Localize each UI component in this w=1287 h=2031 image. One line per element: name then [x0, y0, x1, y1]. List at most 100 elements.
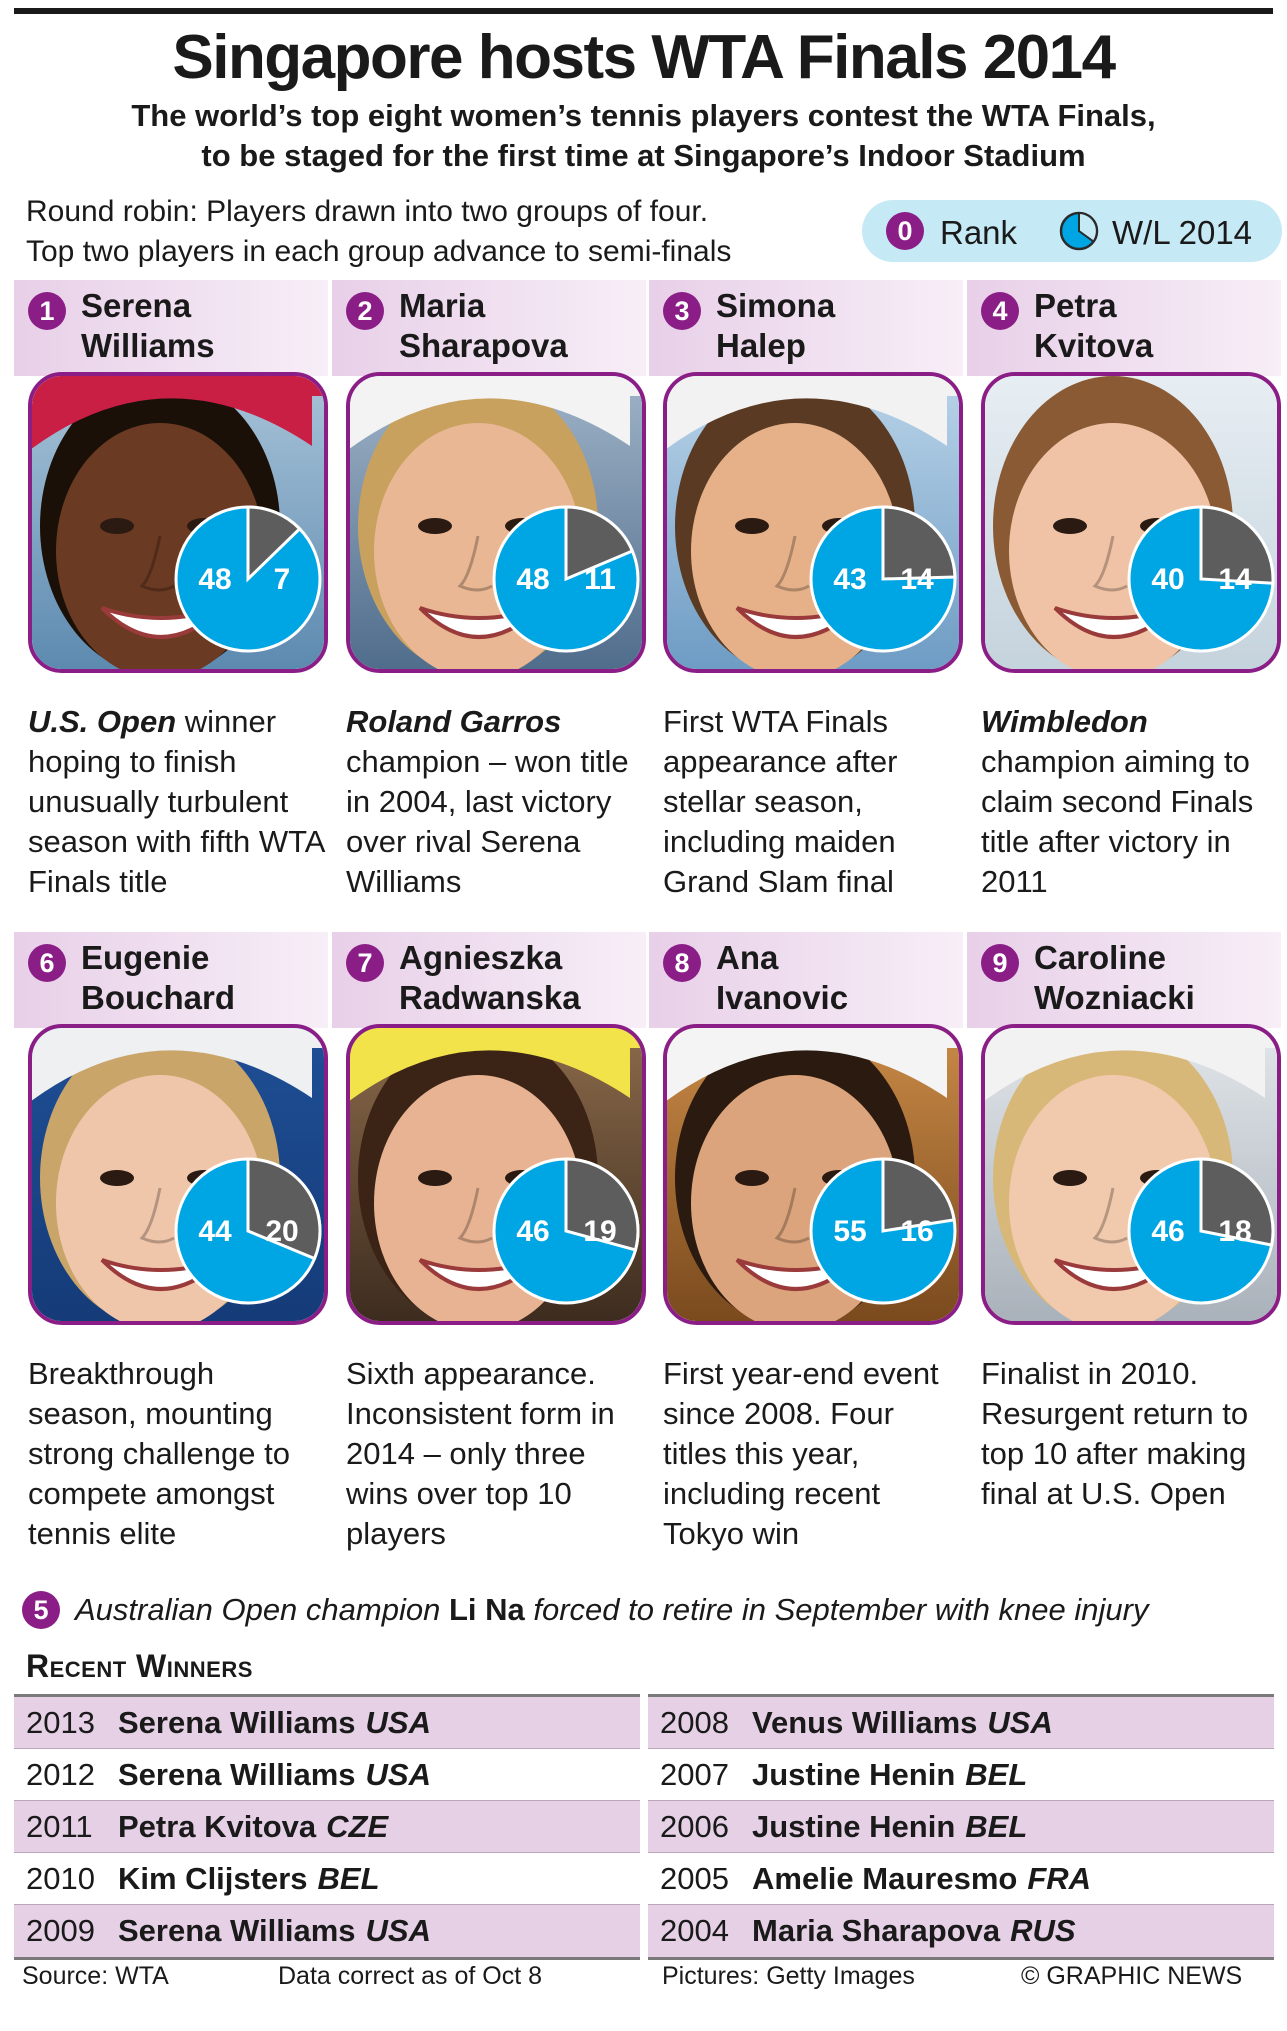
- page-title: Singapore hosts WTA Finals 2014: [172, 23, 1116, 92]
- left-eye: [735, 518, 769, 534]
- nose-line: [139, 1187, 175, 1244]
- rank-badge: 8: [663, 944, 701, 982]
- cap-shape: [350, 396, 630, 449]
- subtitle-line-1: The world’s top eight women’s tennis pla…: [131, 98, 1156, 133]
- win-loss-pie: 48 7: [171, 502, 325, 656]
- description-emphasis: Wimbledon: [981, 704, 1148, 739]
- winner-year: 2013: [26, 1705, 95, 1740]
- player-first-name: Caroline: [1034, 939, 1167, 976]
- source-credit: Source: WTA: [22, 1962, 169, 1990]
- footnote-name: Li Na: [448, 1592, 525, 1627]
- page-subtitle: The world’s top eight women’s tennis pla…: [40, 96, 1247, 176]
- wins-value: 46: [516, 1215, 549, 1248]
- wins-value: 55: [833, 1215, 866, 1248]
- nose-line: [774, 535, 810, 592]
- player-name: Simona Halep: [716, 286, 835, 366]
- rank-badge: 2: [346, 292, 384, 330]
- player-description: Breakthrough season, mounting strong cha…: [28, 1354, 328, 1554]
- top-rule: [14, 8, 1273, 14]
- winner-country: BEL: [317, 1861, 380, 1896]
- player-last-name: Sharapova: [399, 327, 568, 364]
- winner-country: RUS: [1010, 1913, 1076, 1948]
- player-header: 6 Eugenie Bouchard: [14, 932, 328, 1028]
- player-name: Serena Williams: [81, 286, 215, 366]
- pie-losses-slice: [246, 505, 302, 583]
- player-last-name: Bouchard: [81, 979, 236, 1016]
- player-card: 2 Maria Sharapova 48 11 Roland Garros champio…: [332, 280, 651, 943]
- pie-losses-slice: [1199, 505, 1275, 585]
- wins-value: 40: [1151, 563, 1184, 596]
- losses-value: 7: [274, 563, 291, 596]
- winner-row: 2006 Justine Henin BEL: [648, 1801, 1274, 1853]
- player-first-name: Serena: [81, 287, 192, 324]
- winner-country: FRA: [1027, 1861, 1092, 1896]
- cap-shape: [985, 1048, 1265, 1101]
- wins-value: 48: [516, 563, 549, 596]
- cap-shape: [350, 1048, 630, 1101]
- player-name: Caroline Wozniacki: [1034, 938, 1195, 1018]
- left-eye: [100, 1170, 134, 1186]
- win-loss-pie: 55 16: [806, 1154, 960, 1308]
- copyright: © GRAPHIC NEWS: [1021, 1962, 1243, 1990]
- rank-badge: 3: [663, 292, 701, 330]
- legend-key: 0 Rank W/L 2014: [862, 200, 1282, 262]
- player-header: 4 Petra Kvitova: [967, 280, 1281, 376]
- description-text: Sixth appearance. Inconsistent form in 2…: [346, 1356, 615, 1551]
- player-name: Agnieszka Radwanska: [399, 938, 581, 1018]
- winner-row: 2007 Justine Henin BEL: [648, 1749, 1274, 1801]
- winner-country: BEL: [965, 1757, 1028, 1792]
- subtitle-line-2: to be staged for the first time at Singa…: [201, 138, 1086, 173]
- player-header: 3 Simona Halep: [649, 280, 963, 376]
- losses-value: 20: [265, 1215, 298, 1248]
- player-first-name: Ana: [716, 939, 779, 976]
- player-description: First WTA Finals appearance after stella…: [663, 702, 963, 902]
- player-last-name: Kvitova: [1034, 327, 1154, 364]
- player-description: First year-end event since 2008. Four ti…: [663, 1354, 963, 1554]
- player-card: 4 Petra Kvitova 40 14 Wimbledon champion aimi…: [967, 280, 1286, 943]
- winner-country: BEL: [965, 1809, 1028, 1844]
- win-loss-pie: 48 11: [489, 502, 643, 656]
- legend-rank-label: Rank: [940, 214, 1018, 251]
- losses-value: 19: [583, 1215, 616, 1248]
- description-text: First year-end event since 2008. Four ti…: [663, 1356, 939, 1551]
- left-eye: [418, 1170, 452, 1186]
- player-last-name: Wozniacki: [1034, 979, 1195, 1016]
- description-text: Finalist in 2010. Resurgent return to to…: [981, 1356, 1249, 1511]
- win-loss-pie: 43 14: [806, 502, 960, 656]
- player-first-name: Petra: [1034, 287, 1117, 324]
- winner-row: 2004 Maria Sharapova RUS: [648, 1905, 1274, 1957]
- description-text: winner hoping to finish unusually turbul…: [28, 704, 324, 899]
- legend-wl-label: W/L 2014: [1112, 214, 1253, 251]
- winner-row: 2011 Petra Kvitova CZE: [14, 1801, 640, 1853]
- losses-value: 14: [900, 563, 934, 596]
- winner-year: 2004: [660, 1913, 729, 1948]
- player-first-name: Eugenie: [81, 939, 210, 976]
- player-name: Eugenie Bouchard: [81, 938, 235, 1018]
- player-last-name: Williams: [81, 327, 215, 364]
- cap-shape: [32, 1048, 312, 1101]
- format-line-1: Round robin: Players drawn into two grou…: [26, 195, 709, 228]
- winner-year: 2011: [26, 1809, 93, 1844]
- winner-row: 2005 Amelie Mauresmo FRA: [648, 1853, 1274, 1905]
- winner-year: 2008: [660, 1705, 729, 1740]
- player-first-name: Agnieszka: [399, 939, 563, 976]
- description-text: champion aiming to claim second Finals t…: [981, 744, 1254, 899]
- description-emphasis: Roland Garros: [346, 704, 562, 739]
- nose-line: [457, 535, 493, 592]
- player-header: 8 Ana Ivanovic: [649, 932, 963, 1028]
- player-last-name: Halep: [716, 327, 806, 364]
- winner-name: Serena Williams USA: [118, 1913, 431, 1948]
- wins-value: 43: [833, 563, 866, 596]
- winner-name: Serena Williams USA: [118, 1757, 431, 1792]
- player-card: 1 Serena Williams 48 7 U.S. Open winner hopin…: [14, 280, 333, 943]
- winner-year: 2007: [660, 1757, 729, 1792]
- nose-line: [774, 1187, 810, 1244]
- nose-line: [457, 1187, 493, 1244]
- player-name: Petra Kvitova: [1034, 286, 1153, 366]
- winners-table-left: 2013 Serena Williams USA 2012 Serena William…: [14, 1694, 640, 1960]
- footnote-text: Australian Open champion Li Na forced to…: [75, 1589, 1148, 1631]
- cap-shape: [667, 396, 947, 449]
- left-eye: [1053, 518, 1087, 534]
- winner-year: 2009: [26, 1913, 95, 1948]
- footnote-pre: Australian Open champion: [75, 1592, 449, 1627]
